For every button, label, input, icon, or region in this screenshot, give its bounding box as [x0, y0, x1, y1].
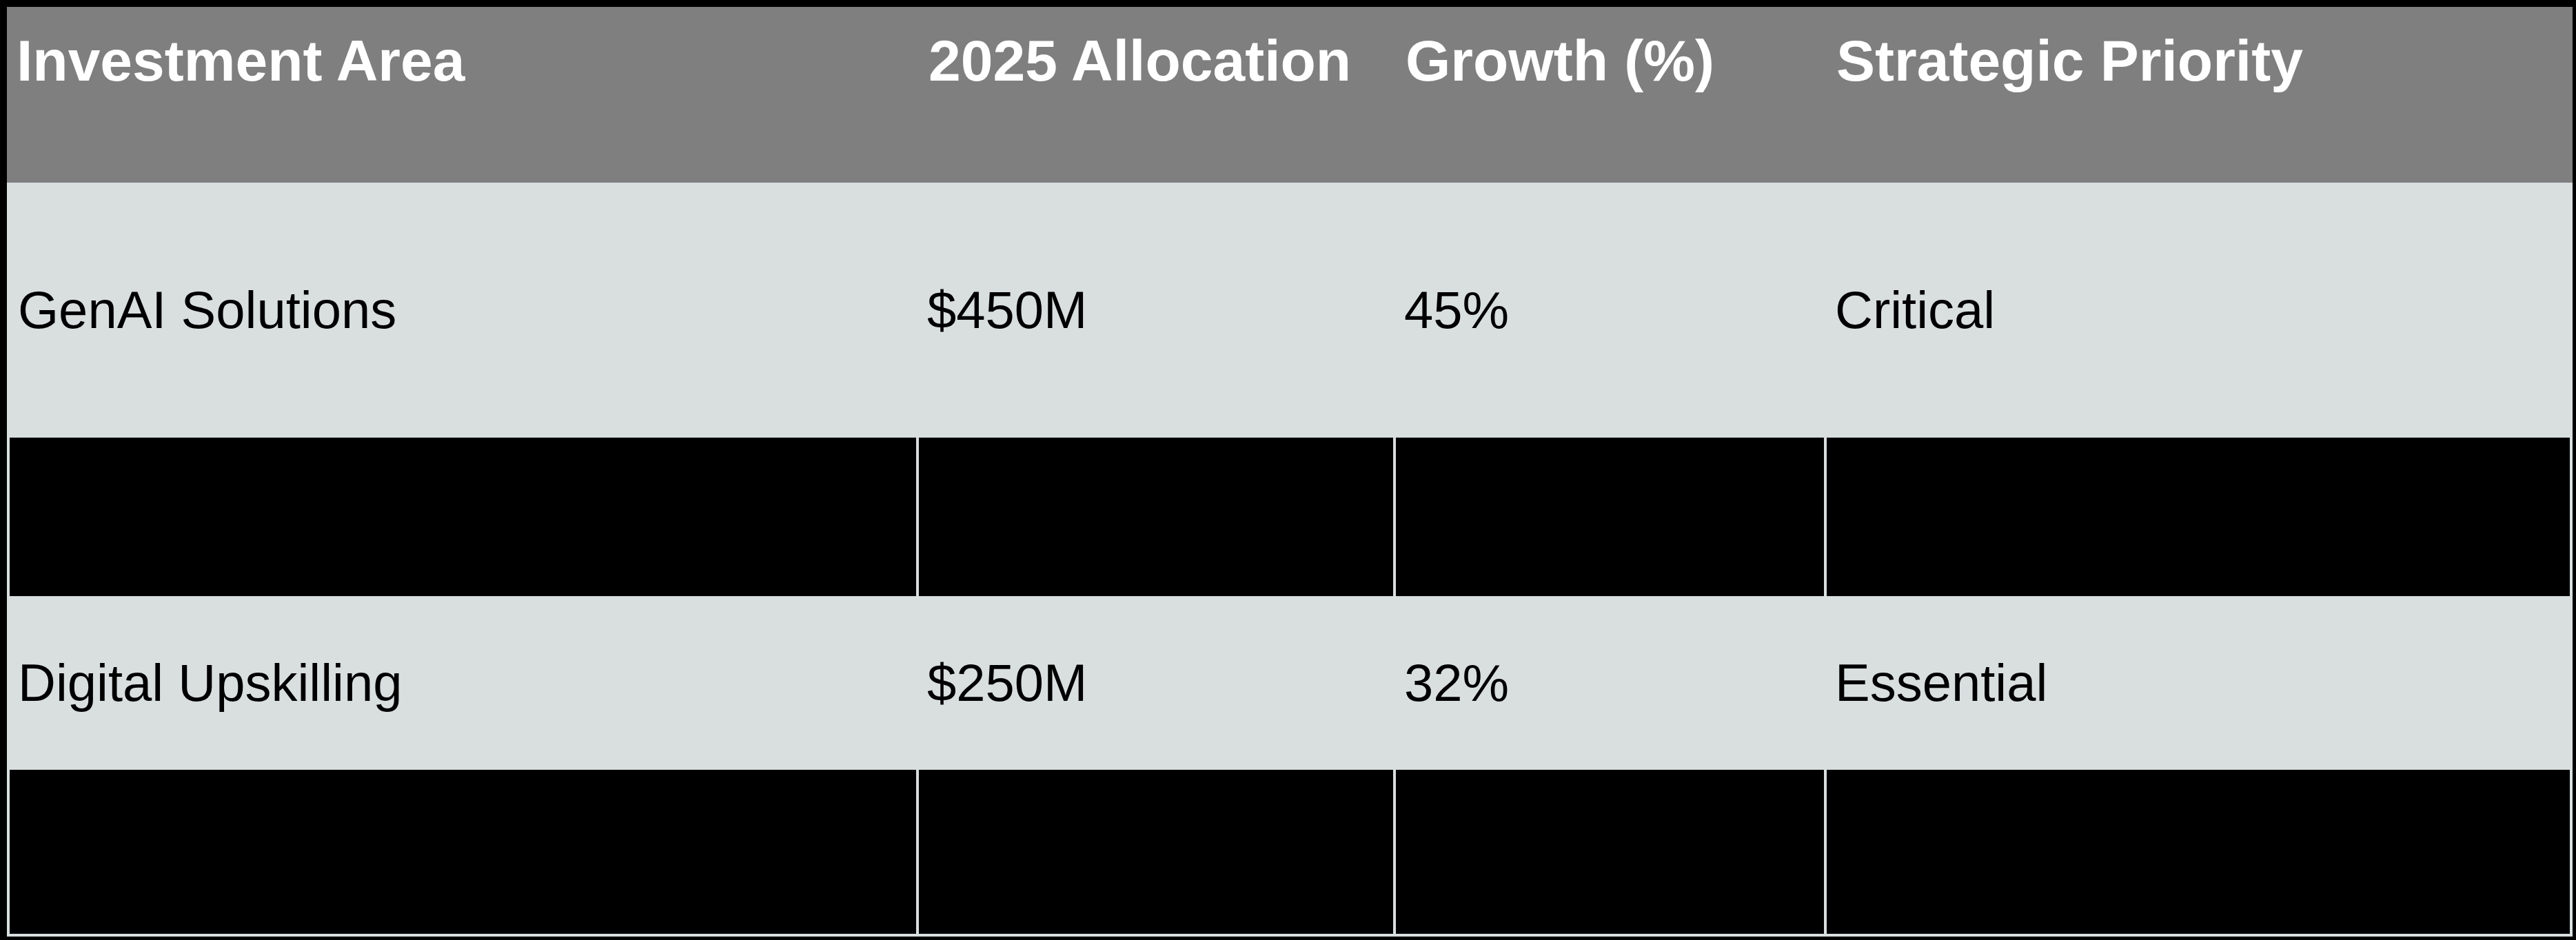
- cell-area: GenAI Solutions: [7, 183, 919, 438]
- cell-allocation: $250M: [919, 596, 1396, 770]
- cell-growth: [1396, 438, 1827, 596]
- cell-priority: Essential: [1827, 596, 2573, 770]
- cell-growth: [1396, 770, 1827, 937]
- cell-priority: Critical: [1827, 183, 2573, 438]
- header-cell-investment-area: Investment Area: [7, 7, 919, 183]
- cell-area: Digital Upskilling: [7, 596, 919, 770]
- cell-growth: 45%: [1396, 183, 1827, 438]
- table-row-genai: GenAI Solutions $450M 45% Critical: [7, 183, 2573, 438]
- header-cell-strategic-priority: Strategic Priority: [1827, 7, 2573, 183]
- header-cell-growth: Growth (%): [1396, 7, 1827, 183]
- cell-allocation: [919, 770, 1396, 937]
- cell-allocation: [919, 438, 1396, 596]
- table-row-digital-upskilling: Digital Upskilling $250M 32% Essential: [7, 596, 2573, 770]
- cell-area: [7, 770, 919, 937]
- table-row-blackout-1: [7, 438, 2573, 596]
- table-body: Investment Area 2025 Allocation Growth (…: [7, 7, 2573, 937]
- table-row-blackout-2: [7, 770, 2573, 937]
- cell-priority: [1827, 770, 2573, 937]
- investment-table: Investment Area 2025 Allocation Growth (…: [0, 0, 2576, 940]
- cell-allocation: $450M: [919, 183, 1396, 438]
- cell-area: [7, 438, 919, 596]
- cell-growth: 32%: [1396, 596, 1827, 770]
- table-header-row: Investment Area 2025 Allocation Growth (…: [7, 7, 2573, 183]
- header-cell-2025-allocation: 2025 Allocation: [919, 7, 1396, 183]
- cell-priority: [1827, 438, 2573, 596]
